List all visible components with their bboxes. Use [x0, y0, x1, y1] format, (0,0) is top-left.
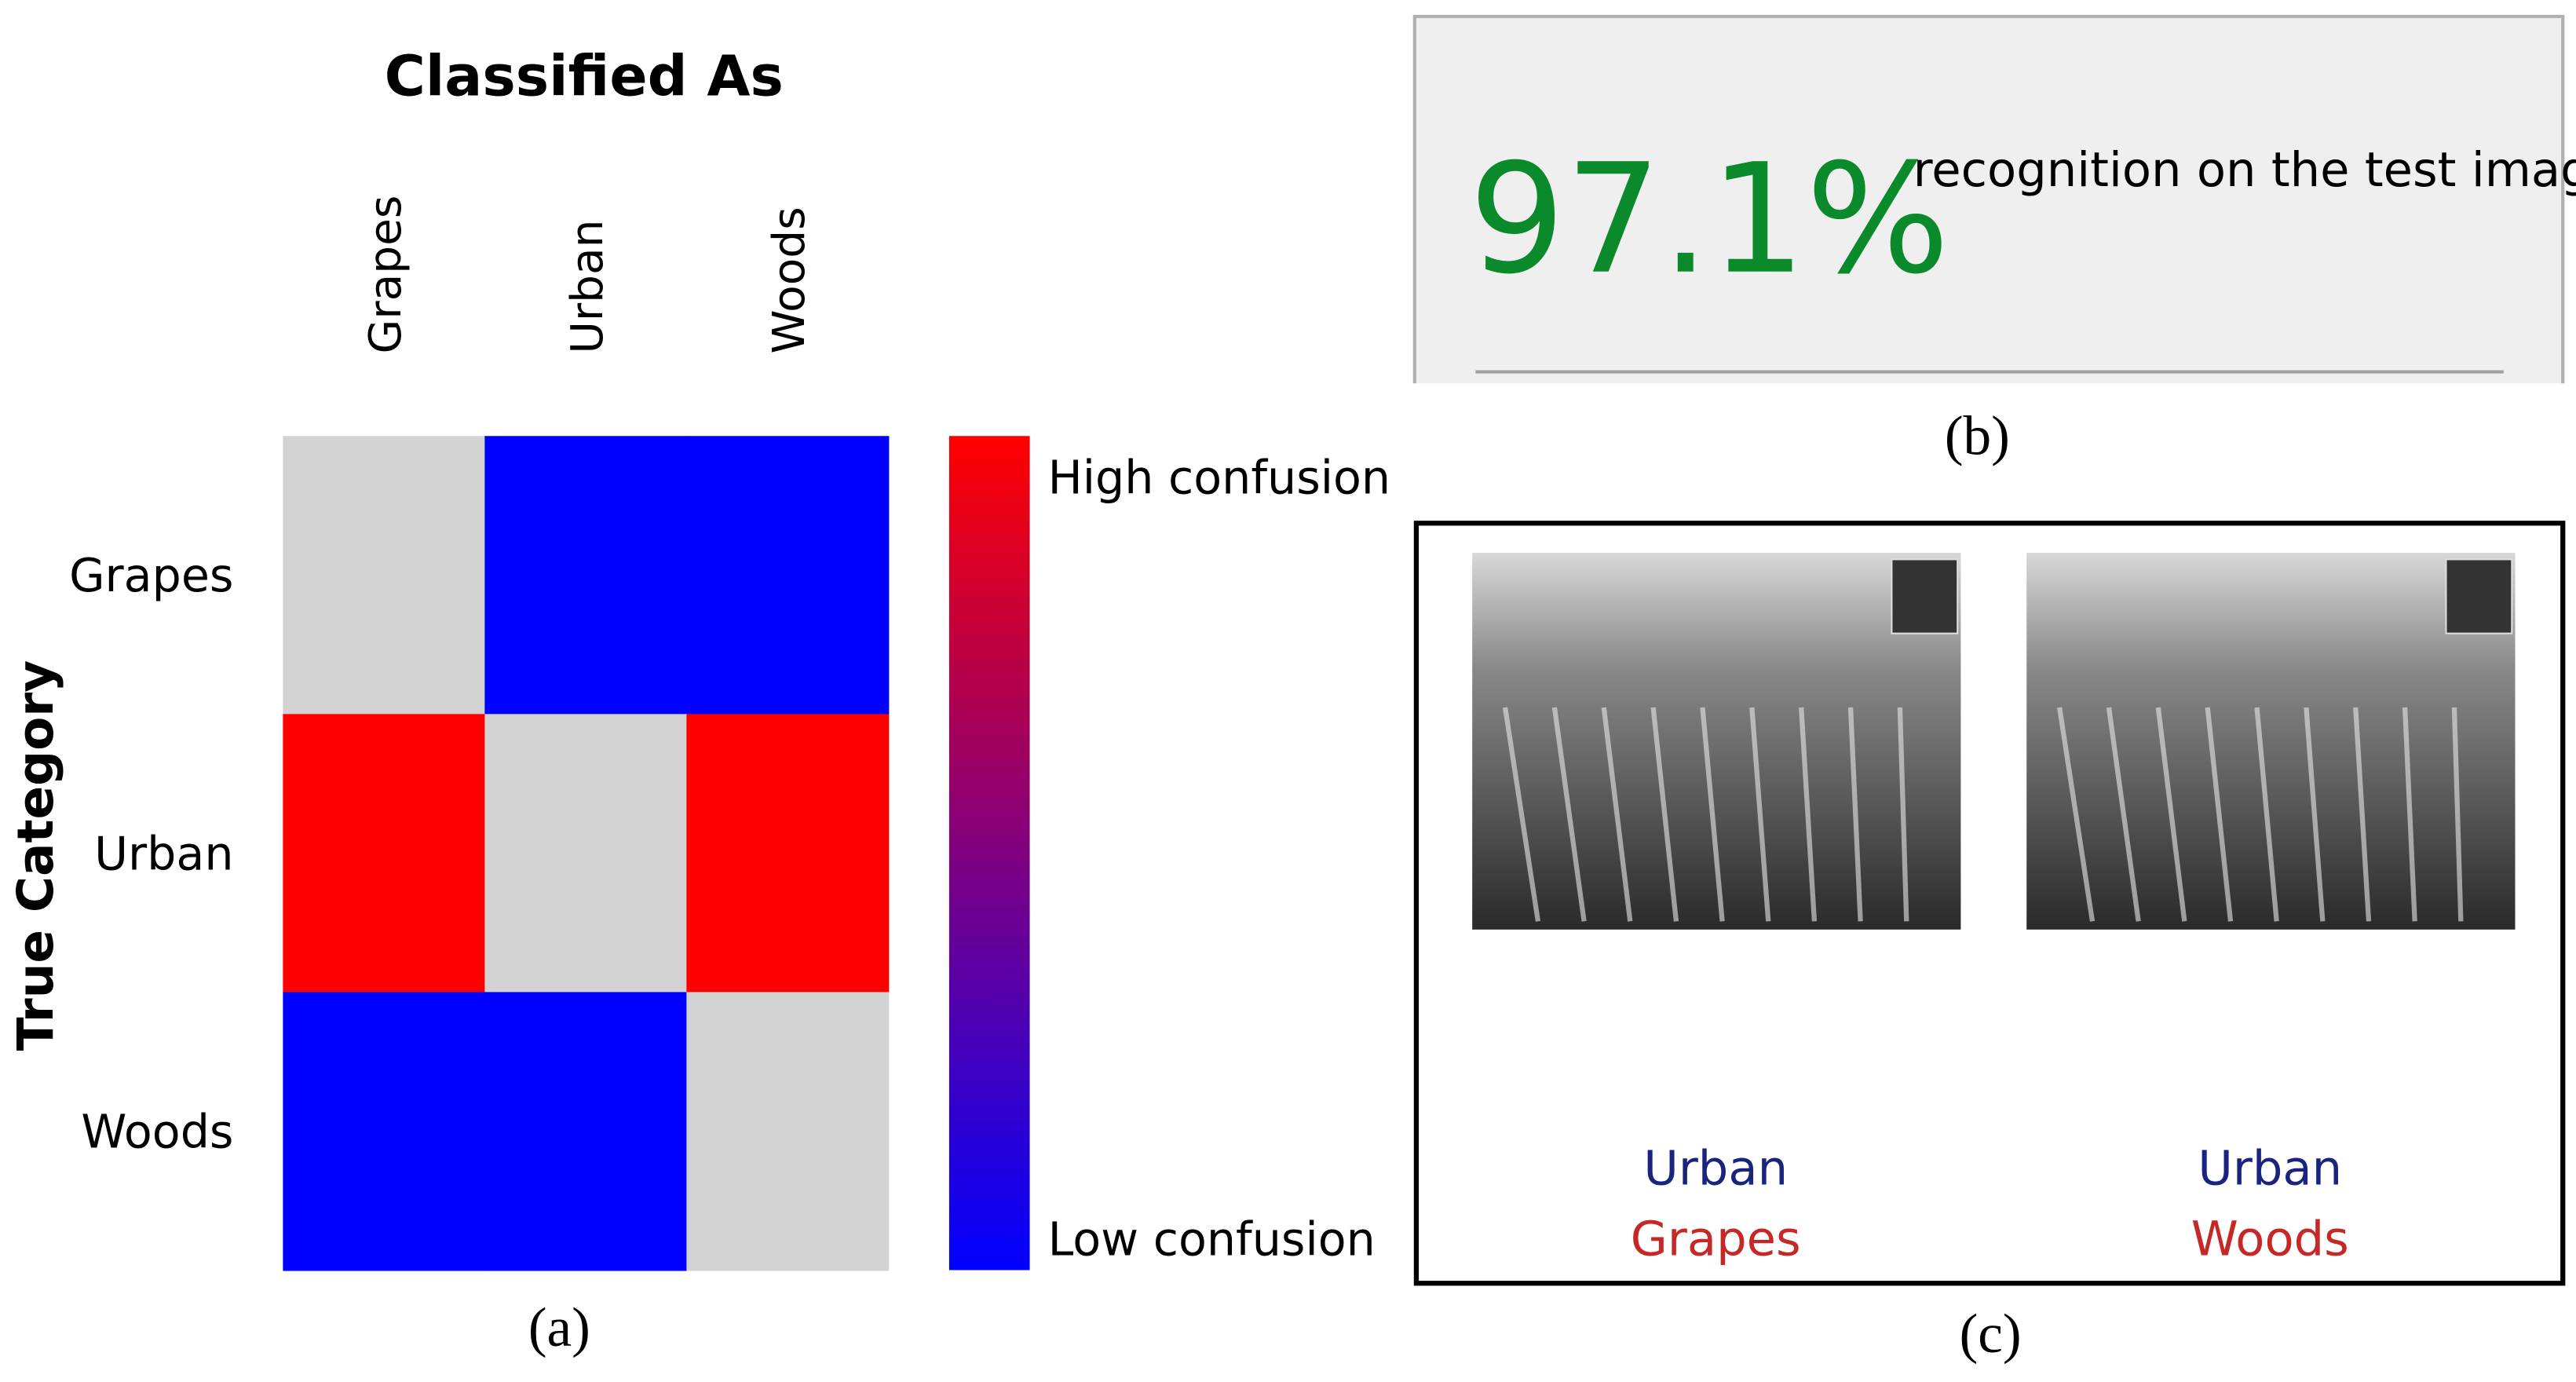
image-detail: [2106, 707, 2141, 922]
image-detail: [2304, 707, 2326, 922]
matrix-cell: [686, 714, 890, 993]
matrix-cell: [484, 436, 688, 715]
predicted-label: Grapes: [1631, 1212, 1801, 1267]
image-detail: [2402, 707, 2417, 922]
accuracy-text: recognition on the test images: [1913, 143, 2576, 198]
matrix-cell: [283, 992, 486, 1271]
image-detail: [1601, 707, 1633, 922]
image-detail: [1551, 707, 1587, 922]
column-label: Urban: [561, 219, 613, 353]
image-detail: [1749, 707, 1771, 922]
confusion-matrix: Grapes Grapes Urban Urban Woods Woods: [69, 196, 890, 1271]
image-detail: [2451, 707, 2464, 922]
caption: (a): [528, 1297, 590, 1358]
image-inset: [1891, 558, 1959, 634]
image-detail: [2254, 707, 2279, 922]
column-label: Grapes: [360, 196, 411, 354]
colorbar-high-label: High confusion: [1048, 452, 1391, 505]
matrix-cell: [686, 436, 890, 715]
matrix-cell: [484, 714, 688, 993]
image-detail: [1847, 707, 1863, 922]
colorbar-low-label: Low confusion: [1048, 1213, 1376, 1267]
image-detail: [1502, 707, 1541, 922]
matrix-cell: [686, 992, 890, 1271]
image-inset: [2445, 558, 2513, 634]
row-label: Urban: [94, 827, 233, 880]
image-detail: [2057, 707, 2096, 922]
image-detail: [2155, 707, 2187, 922]
caption: (b): [1945, 405, 2010, 466]
matrix-cell: [283, 436, 486, 715]
result-box: [1412, 14, 2565, 397]
clip: [1406, 383, 2576, 404]
y-axis-label: True Category: [7, 660, 64, 1051]
true-label: Urban: [2198, 1142, 2342, 1197]
image-detail: [1897, 707, 1909, 922]
row-label: Grapes: [69, 549, 233, 602]
image-detail: [1799, 707, 1818, 922]
image-detail: [1650, 707, 1679, 922]
column-label: Woods: [763, 207, 815, 353]
accuracy: 97.1%: [1469, 132, 1949, 308]
caption: (c): [1960, 1303, 2022, 1365]
matrix-cell: [484, 992, 688, 1271]
colorbar: [948, 436, 1030, 1270]
image-detail: [1700, 707, 1725, 922]
image-detail: [2205, 707, 2234, 922]
predicted-label: Woods: [2191, 1212, 2349, 1267]
matrix-title: Classified As: [385, 44, 784, 109]
row-label: Woods: [81, 1105, 233, 1158]
matrix-cell: [283, 714, 486, 993]
examples: Urban Grapes Urban Woods: [1472, 553, 2516, 1267]
image-detail: [2353, 707, 2372, 922]
true-label: Urban: [1643, 1142, 1788, 1197]
